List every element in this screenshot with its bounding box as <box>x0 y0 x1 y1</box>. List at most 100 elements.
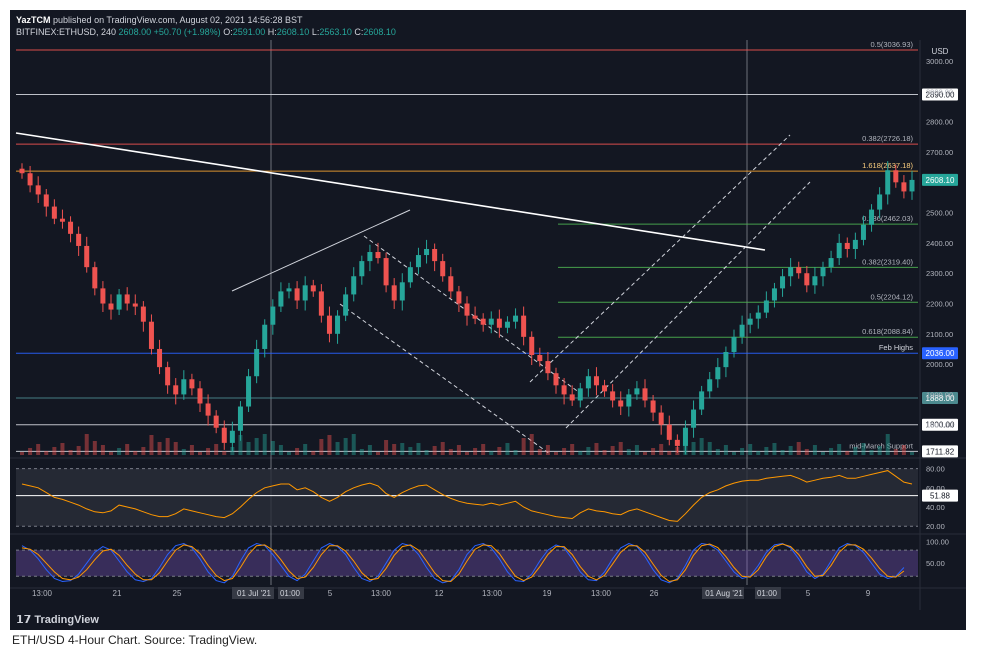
x-tick-label: 5 <box>806 589 811 598</box>
candle-body <box>27 173 33 186</box>
candle-body <box>537 355 543 362</box>
volume-bar <box>465 452 469 455</box>
volume-bar <box>691 442 696 455</box>
candle-body <box>885 170 891 195</box>
candle-body <box>658 412 664 425</box>
x-tick-label: 12 <box>435 589 444 598</box>
volume-bar <box>20 452 24 455</box>
volume-bar <box>837 444 842 455</box>
volume-bar <box>812 445 817 455</box>
volume-bar <box>683 435 688 455</box>
x-tick-label: 19 <box>543 589 552 598</box>
volume-bar <box>780 450 785 455</box>
tradingview-logo[interactable]: 𝟭𝟳 TradingView <box>16 613 99 626</box>
x-tick-label: 13:00 <box>32 589 53 598</box>
candle-body <box>634 388 640 395</box>
stoch-tick: 100.00 <box>926 537 949 546</box>
candle-body <box>415 255 421 268</box>
volume-bar <box>287 452 291 455</box>
price-tick: 2100.00 <box>926 330 953 339</box>
price-change: +50.70 (+1.98%) <box>153 27 221 37</box>
published-text: published on TradingView.com, August 02,… <box>53 15 303 25</box>
candle-body <box>674 439 680 446</box>
volume-bar <box>772 443 777 455</box>
volume-bar <box>748 444 753 455</box>
level-label: 0.5(3036.93) <box>870 40 913 49</box>
volume-bar <box>764 447 769 455</box>
candle-body <box>860 224 866 240</box>
publisher-name[interactable]: YazTCM <box>16 15 51 25</box>
candle-body <box>294 288 300 301</box>
candle-body <box>771 288 777 301</box>
price-tag-text: 2036.00 <box>926 349 955 358</box>
tv-logo-icon: 𝟭𝟳 <box>16 614 35 626</box>
candle-body <box>602 385 608 392</box>
candle-body <box>513 315 519 322</box>
volume-bar <box>359 449 364 455</box>
x-axis-highlight <box>278 587 304 599</box>
volume-bar <box>821 452 825 455</box>
price-tag-text: 1711.82 <box>926 447 955 456</box>
candle-body <box>682 427 688 446</box>
x-tick-label: 01 Aug '21 <box>705 589 743 598</box>
volume-bar <box>861 443 866 455</box>
volume-bar <box>732 452 736 455</box>
candle-body <box>836 242 842 259</box>
figure-caption: ETH/USD 4-Hour Chart. Source: TradingVie… <box>12 633 258 647</box>
volume-bar <box>853 447 858 455</box>
volume-bar <box>133 451 138 455</box>
candle-body <box>569 394 575 401</box>
volume-bar <box>319 439 324 455</box>
candle-body <box>877 194 883 210</box>
candle-body <box>642 388 648 401</box>
volume-bar <box>311 451 316 455</box>
volume-bar <box>424 450 429 455</box>
x-tick-label: 13:00 <box>591 589 612 598</box>
x-tick-label: 13:00 <box>371 589 392 598</box>
candle-body <box>254 348 260 377</box>
volume-bar <box>562 448 567 455</box>
price-tick: 2800.00 <box>926 118 953 127</box>
volume-bar <box>537 449 542 455</box>
candle-body <box>326 315 332 334</box>
candle-body <box>100 288 106 304</box>
rsi-value-tag <box>922 489 958 502</box>
volume-bar <box>416 443 421 455</box>
price-tag <box>922 445 958 458</box>
candle-body <box>610 391 616 401</box>
x-tick-label: 01:00 <box>757 589 778 598</box>
candle-body <box>545 361 551 374</box>
candle-body <box>51 206 57 219</box>
symbol-name[interactable]: BITFINEX:ETHUSD, 240 <box>16 27 117 37</box>
candle-body <box>246 376 252 407</box>
x-axis-highlight <box>755 587 781 599</box>
candle-body <box>132 303 138 307</box>
brand-text: TradingView <box>34 614 99 626</box>
volume-bar <box>222 451 227 455</box>
candle-body <box>780 276 786 289</box>
stoch-tick: 50.00 <box>926 559 945 568</box>
candle-body <box>432 248 438 262</box>
candle-body <box>43 194 49 207</box>
price-tag <box>922 88 958 101</box>
candle-body <box>731 336 737 352</box>
volume-bar <box>602 450 607 455</box>
candle-body <box>585 376 591 389</box>
x-tick-label: 5 <box>328 589 333 598</box>
x-tick-label: 9 <box>866 589 871 598</box>
major-trendline <box>15 132 766 251</box>
candle-body <box>529 336 535 356</box>
candle-body <box>666 424 672 440</box>
level-label: Feb Highs <box>879 343 913 352</box>
candle-body <box>108 303 114 310</box>
chart-svg[interactable]: 0.5(3036.93)2890.000.382(2726.18)1.618(2… <box>10 10 966 630</box>
candle-body <box>788 267 794 277</box>
x-tick-label: 13:00 <box>482 589 503 598</box>
open-value: 2591.00 <box>232 27 266 37</box>
last-price: 2608.00 <box>118 27 152 37</box>
candle-body <box>205 403 211 416</box>
volume-bar <box>262 434 267 455</box>
rsi-line <box>21 470 913 522</box>
candle-body <box>124 294 130 304</box>
volume-bar <box>141 447 146 455</box>
